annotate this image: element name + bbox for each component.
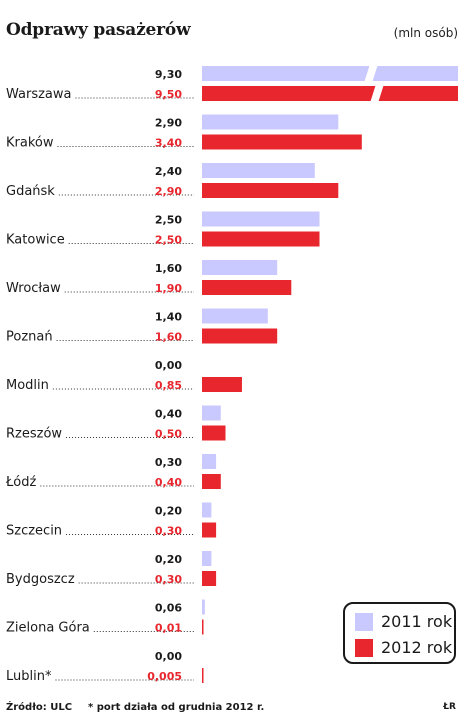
- axis-break-2012: [370, 84, 384, 103]
- bar-2011: [202, 163, 315, 178]
- bar-2012: [202, 86, 458, 101]
- legend: 2011 rok 2012 rok: [343, 602, 456, 664]
- bar-2011: [202, 599, 205, 615]
- value-label-2012: 3,40: [155, 137, 182, 150]
- bar-2011: [202, 454, 217, 469]
- value-label-2012: 0,01: [155, 622, 182, 635]
- value-label-2012: 1,60: [155, 331, 182, 344]
- legend-swatch-2012: [355, 639, 373, 657]
- axis-break-2011: [364, 64, 378, 83]
- category-label: Kraków: [6, 136, 54, 151]
- legend-swatch-2011: [355, 613, 373, 631]
- category-label: Modlin: [6, 378, 49, 393]
- bar-2012: [202, 183, 339, 198]
- value-label-2011: 1,60: [155, 262, 182, 275]
- bar-2012: [202, 377, 242, 392]
- category-label: Katowice: [6, 233, 65, 248]
- value-label-2011: 0,00: [155, 650, 182, 663]
- bar-2012: [202, 571, 217, 586]
- value-label-2011: 0,30: [155, 456, 182, 469]
- legend-label-2012: 2012 rok: [381, 638, 453, 657]
- value-label-2012: 9,50: [155, 88, 182, 101]
- bar-2011: [202, 502, 212, 518]
- bar-2012: [202, 134, 362, 150]
- value-label-2012: 0,40: [155, 476, 182, 489]
- category-label: Lublin*: [6, 669, 52, 684]
- value-label-2011: 2,50: [155, 214, 182, 227]
- value-label-2011: 1,40: [155, 311, 182, 324]
- bar-2011: [202, 114, 339, 130]
- category-label: Rzeszów: [6, 427, 62, 442]
- category-label: Gdańsk: [6, 184, 55, 199]
- value-label-2011: 0,20: [155, 553, 182, 566]
- bar-2011: [202, 211, 320, 227]
- value-label-2012: 0,30: [155, 525, 182, 538]
- value-label-2011: 0,20: [155, 505, 182, 518]
- bar-2012: [202, 231, 320, 247]
- value-label-2011: 2,90: [155, 117, 182, 130]
- bar-2011: [202, 551, 212, 566]
- value-label-2012: 0,005: [147, 670, 182, 683]
- bar-2012: [202, 328, 278, 344]
- category-label: Zielona Góra: [6, 621, 90, 636]
- bar-2012: [202, 474, 221, 489]
- bar-2012: [202, 425, 226, 441]
- value-label-2011: 0,00: [155, 359, 182, 372]
- unit-label: (mln osób): [393, 26, 458, 40]
- value-label-2012: 2,50: [155, 234, 182, 247]
- bar-2012: [202, 280, 292, 295]
- category-label: Łódź: [5, 475, 37, 490]
- bar-2011: [202, 308, 268, 324]
- category-label: Warszawa: [6, 87, 72, 102]
- category-label: Poznań: [6, 330, 53, 345]
- source-note: Źródło: ULC: [6, 702, 73, 713]
- category-label: Szczecin: [6, 524, 62, 539]
- credit: ŁR: [443, 702, 456, 712]
- value-label-2011: 0,06: [155, 602, 182, 615]
- value-label-2012: 0,85: [155, 379, 182, 392]
- category-label: Bydgoszcz: [6, 572, 75, 587]
- value-label-2011: 0,40: [155, 408, 182, 421]
- value-label-2011: 9,30: [155, 68, 182, 81]
- value-label-2012: 0,50: [155, 428, 182, 441]
- value-label-2011: 2,40: [155, 165, 182, 178]
- chart-title: Odprawy pasażerów: [6, 20, 191, 40]
- bar-2011: [202, 66, 458, 81]
- value-label-2012: 0,30: [155, 573, 182, 586]
- value-label-2012: 2,90: [155, 185, 182, 198]
- bar-2012: [202, 668, 204, 683]
- category-label: Wrocław: [6, 281, 61, 296]
- bar-2011: [202, 260, 278, 275]
- bar-2011: [202, 405, 221, 421]
- footnote: * port działa od grudnia 2012 r.: [88, 702, 265, 713]
- value-label-2012: 1,90: [155, 282, 182, 295]
- legend-label-2011: 2011 rok: [381, 612, 453, 631]
- bar-2012: [202, 619, 204, 635]
- bar-2012: [202, 522, 217, 538]
